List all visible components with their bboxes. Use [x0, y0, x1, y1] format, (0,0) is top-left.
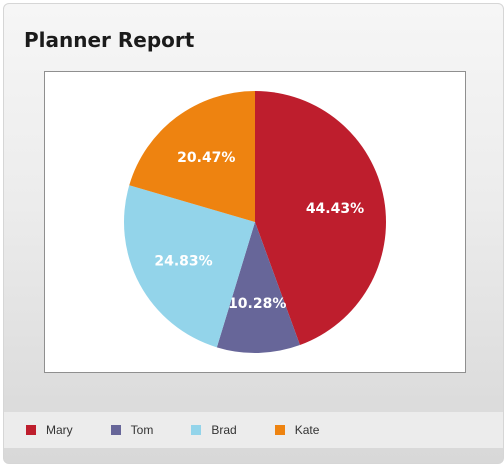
slice-label-brad: 24.83%	[154, 254, 212, 270]
legend-swatch-kate	[274, 425, 285, 435]
chart-legend: Mary Tom Brad Kate	[4, 412, 503, 448]
legend-label-kate: Kate	[294, 423, 320, 437]
legend-item-mary[interactable]: Mary	[26, 423, 73, 437]
pie-slice-brad[interactable]	[123, 185, 255, 348]
report-title: Planner Report	[24, 28, 195, 52]
legend-label-brad: Brad	[211, 423, 237, 437]
legend-swatch-brad	[191, 425, 202, 435]
legend-label-mary: Mary	[46, 423, 73, 437]
slice-label-kate: 20.47%	[177, 150, 235, 166]
report-panel: Planner Report 44.43% 10.28% 24.83% 20.47% …	[3, 3, 504, 464]
pie-chart: 44.43% 10.28% 24.83% 20.47%	[44, 71, 466, 373]
pie-slice-mary[interactable]	[255, 91, 387, 346]
legend-item-brad[interactable]: Brad	[191, 423, 237, 437]
pie-slice-tom[interactable]	[216, 222, 300, 353]
legend-label-tom: Tom	[130, 423, 154, 437]
legend-item-tom[interactable]: Tom	[110, 423, 154, 437]
pie-chart-svg: 44.43% 10.28% 24.83% 20.47%	[123, 90, 387, 353]
legend-swatch-tom	[110, 425, 121, 435]
slice-label-tom: 10.28%	[228, 296, 286, 312]
pie-slice-kate[interactable]	[129, 90, 255, 222]
legend-item-kate[interactable]: Kate	[274, 423, 320, 437]
slice-label-mary: 44.43%	[306, 201, 364, 217]
legend-swatch-mary	[26, 425, 36, 435]
